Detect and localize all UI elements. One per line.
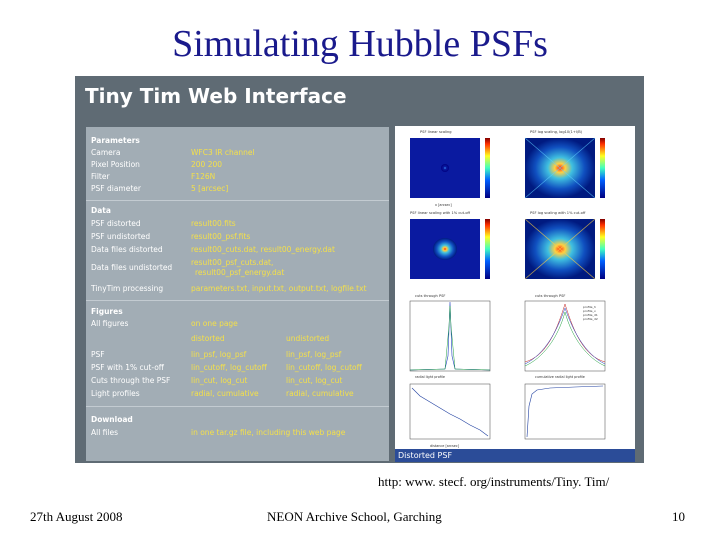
param-key: PSF diameter [91, 184, 141, 193]
data-link[interactable]: result00_cuts.dat, result00_energy.dat [191, 245, 335, 254]
data-link[interactable]: result00_psf.fits [191, 232, 251, 241]
download-key: All files [91, 428, 119, 437]
data-heading: Data [91, 206, 111, 215]
psf-spike [524, 218, 596, 280]
figures-link[interactable]: lin_cut, log_cut [286, 376, 343, 385]
legend-entry: profile_d2 [583, 317, 598, 321]
legend-entry: profile_h [583, 305, 596, 309]
divider [86, 200, 389, 201]
col-distorted: distorted [191, 334, 225, 343]
colorbar [600, 138, 605, 198]
figures-key: PSF [91, 350, 105, 359]
cut-line [409, 305, 491, 371]
figures-link[interactable]: lin_psf, log_psf [191, 350, 247, 359]
tinytim-screenshot: Tiny Tim Web Interface Parameters Camera… [75, 76, 644, 463]
legend-entry: profile_d1 [583, 313, 598, 317]
radial-profile-line [411, 387, 489, 437]
figures-key: PSF with 1% cut-off [91, 363, 164, 372]
axis-label: cumulative radial light profile [535, 375, 585, 379]
data-key: PSF distorted [91, 219, 141, 228]
param-key: Pixel Position [91, 160, 140, 169]
data-key: Data files undistorted [91, 263, 173, 272]
download-link[interactable]: in one tar.gz file, including this web p… [191, 428, 346, 437]
cut-line [524, 307, 606, 365]
axis-label: radial light profile [415, 375, 445, 379]
figures-link[interactable]: on one page [191, 319, 238, 328]
download-heading: Download [91, 415, 133, 424]
colorbar [485, 138, 490, 198]
col-undistorted: undistorted [286, 334, 330, 343]
plot-title: cuts through PSF [535, 294, 565, 298]
figures-link[interactable]: radial, cumulative [286, 389, 354, 398]
slide-title: Simulating Hubble PSFs [172, 23, 548, 65]
axis-label: x [arcsec] [435, 203, 452, 207]
plot-footer-label: Distorted PSF [395, 449, 635, 462]
divider [86, 406, 389, 407]
app-title: Tiny Tim Web Interface [85, 84, 347, 108]
data-link[interactable]: parameters.txt, input.txt, output.txt, l… [191, 284, 367, 293]
plot-title: PSF log scaling with 1% cut-off [530, 211, 586, 215]
cut-line [524, 311, 606, 367]
param-key: Camera [91, 148, 121, 157]
psf-spike [524, 137, 596, 199]
parameters-heading: Parameters [91, 136, 140, 145]
figures-link[interactable]: radial, cumulative [191, 389, 259, 398]
psf-core [441, 164, 449, 172]
colorbar [600, 219, 605, 279]
psf-core [433, 238, 457, 260]
source-url[interactable]: http: www. stecf. org/instruments/Tiny. … [378, 474, 610, 489]
legend-entry: profile_v [583, 309, 596, 313]
cumulative-profile-frame [524, 383, 606, 440]
figures-key: All figures [91, 319, 129, 328]
data-key: TinyTim processing [91, 284, 164, 293]
cut-plot-frame [409, 300, 491, 372]
figures-link[interactable]: lin_psf, log_psf [286, 350, 342, 359]
plot-title: PSF linear scaling [420, 130, 452, 134]
figures-link[interactable]: lin_cutoff, log_cutoff [191, 363, 267, 372]
data-link[interactable]: result00_psf_cuts.dat, [191, 258, 274, 267]
figures-key: Cuts through the PSF [91, 376, 171, 385]
slide-number: 10 [672, 509, 685, 524]
figures-heading: Figures [91, 307, 123, 316]
data-link[interactable]: result00_psf_energy.dat [195, 268, 285, 277]
param-value: F126N [191, 172, 216, 181]
figures-link[interactable]: lin_cut, log_cut [191, 376, 248, 385]
parameters-panel: Parameters Camera WFC3 IR channel Pixel … [86, 127, 389, 461]
divider [86, 300, 389, 301]
param-value: 5 [arcsec] [191, 184, 229, 193]
axis-label: distance [arcsec] [430, 444, 460, 448]
footer-date: 27th August 2008 [30, 509, 123, 524]
colorbar [485, 219, 490, 279]
plot-title: PSF log scaling, log10(1+I/B) [530, 130, 583, 134]
data-key: Data files distorted [91, 245, 163, 254]
plot-title: PSF linear scaling with 1% cut-off [410, 211, 471, 215]
figures-link[interactable]: lin_cutoff, log_cutoff [286, 363, 362, 372]
footer-event: NEON Archive School, Garching [267, 509, 442, 524]
plot-title: cuts through PSF [415, 294, 445, 298]
data-key: PSF undistorted [91, 232, 151, 241]
data-link[interactable]: result00.fits [191, 219, 236, 228]
psf-plots: PSF linear scaling x [arcsec] PSF log sc… [395, 126, 635, 461]
figures-key: Light profiles [91, 389, 140, 398]
cut-line [524, 303, 606, 363]
radial-profile-frame [409, 383, 491, 440]
param-key: Filter [91, 172, 110, 181]
cumulative-profile-line [526, 385, 604, 438]
param-value: 200 200 [191, 160, 223, 169]
param-value: WFC3 IR channel [191, 148, 255, 157]
